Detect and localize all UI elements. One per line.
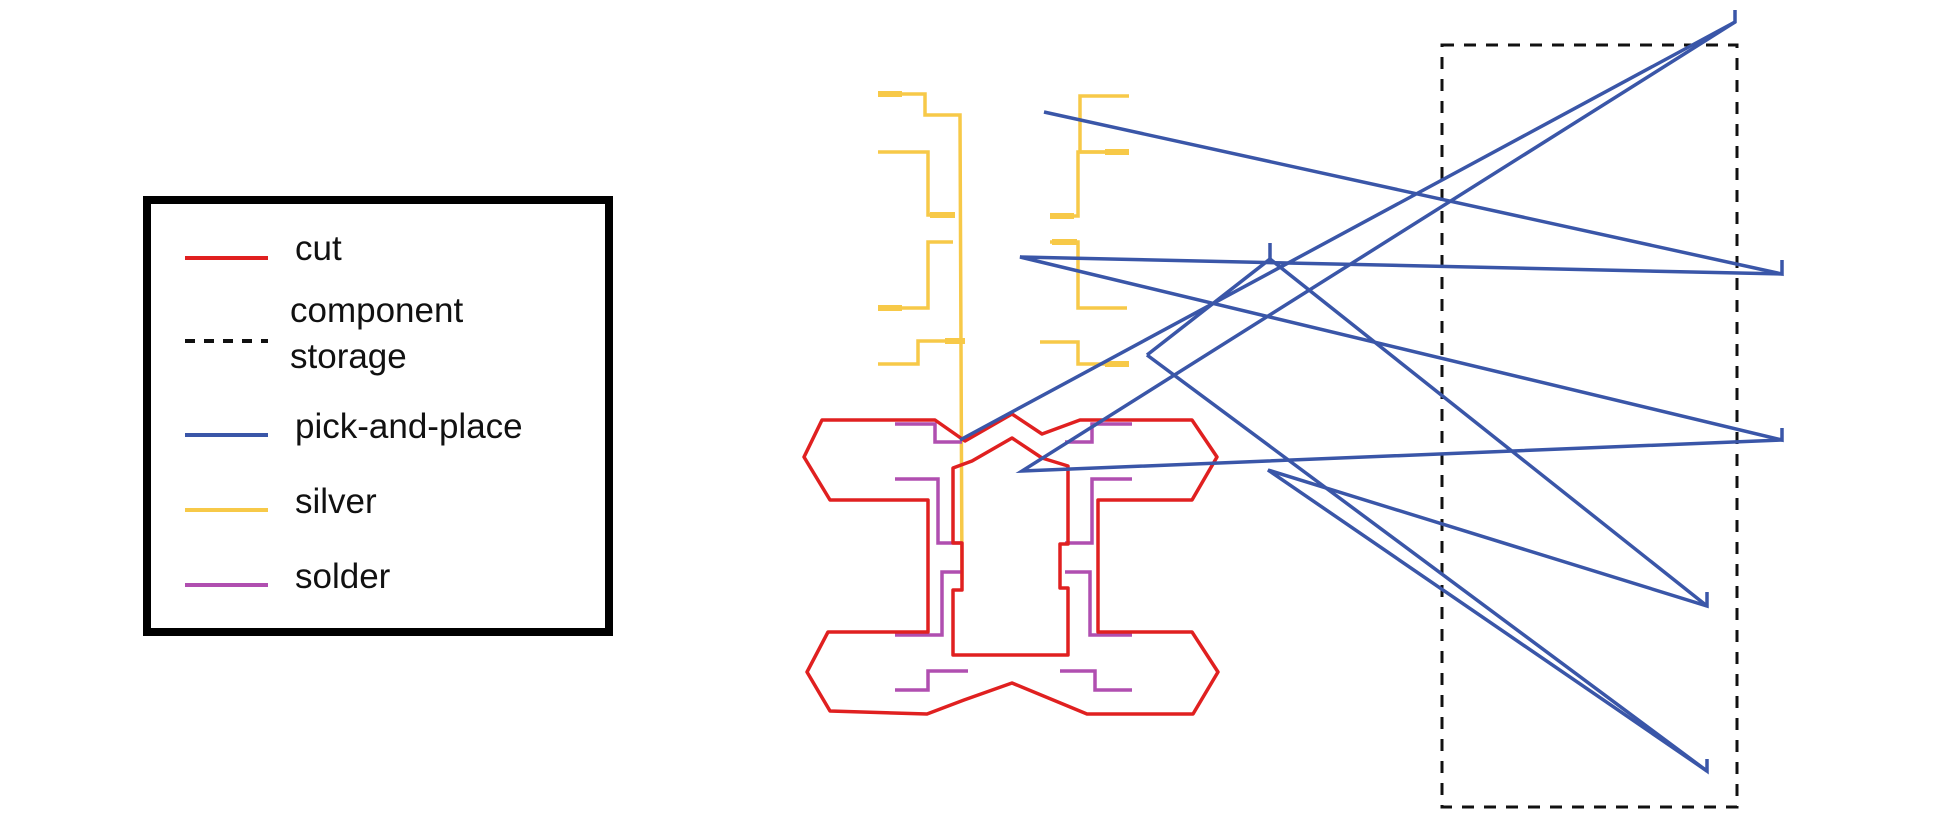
- solder-trace: [1065, 570, 1132, 637]
- pnp-path: [1019, 255, 1784, 443]
- solder-trace: [895, 422, 962, 444]
- silver-trace: [878, 240, 953, 310]
- solder-trace: [895, 669, 968, 692]
- solder-traces: [895, 422, 1132, 692]
- solder-trace: [895, 570, 962, 637]
- silver-traces: [878, 92, 1129, 581]
- solder-trace: [895, 477, 962, 545]
- pnp-path: [1015, 10, 1783, 474]
- pnp-path: [1145, 353, 1709, 775]
- pnp-path: [1145, 256, 1709, 608]
- legend: cut component storage pick-and-place sil…: [143, 196, 613, 636]
- pick-and-place-paths: [959, 10, 1784, 775]
- legend-label-component-storage: component: [290, 291, 463, 330]
- pnp-path: [1043, 110, 1784, 277]
- cut-path-outer: [802, 412, 1220, 716]
- solder-trace: [1065, 477, 1132, 545]
- pnp-path: [1267, 468, 1709, 773]
- cut-outline: [802, 412, 1220, 716]
- silver-trace: [878, 150, 953, 217]
- legend-label-silver: silver: [295, 482, 377, 521]
- legend-label-component-storage-2: storage: [290, 337, 407, 376]
- silver-trace: [878, 92, 964, 581]
- silver-trace: [878, 339, 962, 366]
- legend-label-pick-and-place: pick-and-place: [295, 407, 523, 446]
- solder-trace: [1060, 669, 1132, 692]
- silver-trace: [1050, 150, 1127, 218]
- silver-trace: [1040, 340, 1127, 366]
- silver-pads: [878, 91, 1129, 367]
- legend-label-cut: cut: [295, 229, 342, 268]
- legend-label-solder: solder: [295, 557, 391, 596]
- solder-trace: [1065, 422, 1132, 444]
- cut-path-inner: [951, 436, 1070, 657]
- component-storage-area: [1440, 43, 1739, 809]
- pnp-path: [959, 20, 1736, 442]
- legend-frame: [143, 196, 613, 636]
